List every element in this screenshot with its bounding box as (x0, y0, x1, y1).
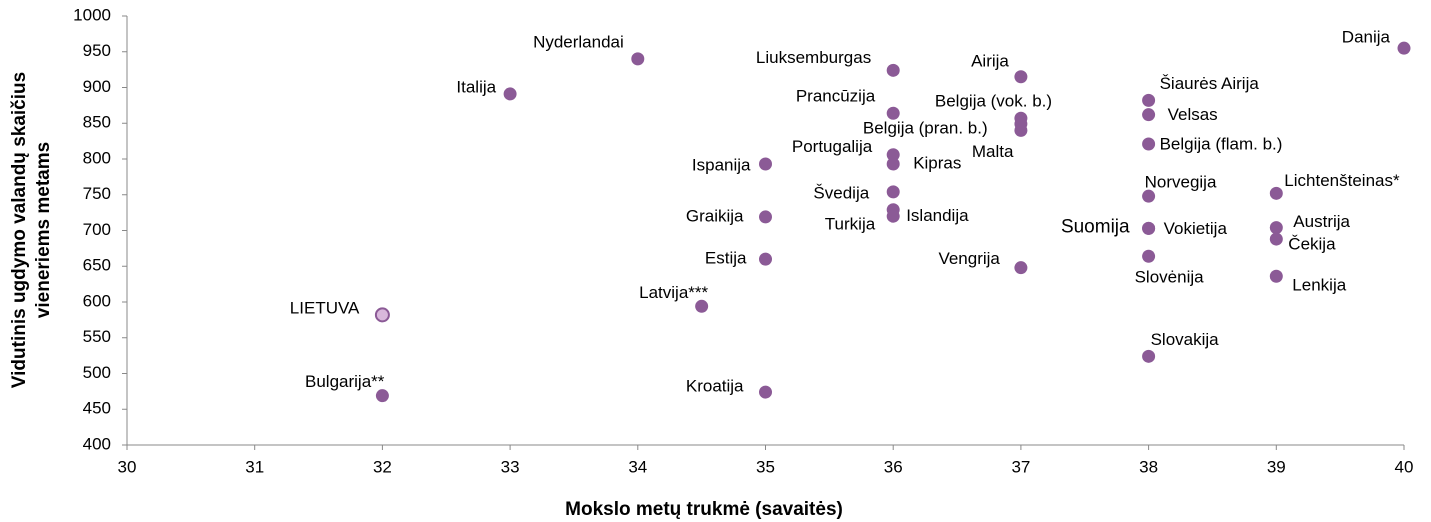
point-label: Danija (1342, 28, 1391, 47)
x-tick-label: 38 (1139, 457, 1158, 476)
point-label: Ispanija (692, 155, 751, 174)
point-label: Slovakija (1151, 330, 1220, 349)
point-label: Belgija (vok. b.) (935, 92, 1052, 111)
x-tick-label: 35 (756, 457, 775, 476)
point-label: Turkija (825, 215, 876, 234)
point (759, 210, 772, 224)
y-tick-label: 400 (83, 434, 111, 453)
x-tick-label: 30 (118, 457, 137, 476)
point (1142, 221, 1156, 235)
point-label: Malta (972, 142, 1014, 161)
point (503, 87, 517, 101)
point-label: Italija (456, 77, 496, 96)
y-tick-label: 1000 (73, 5, 111, 24)
point (1269, 232, 1283, 246)
point-label: LIETUVA (290, 298, 360, 317)
point (1142, 93, 1156, 107)
point-label: Belgija (flam. b.) (1160, 134, 1283, 153)
point (1142, 349, 1156, 363)
y-tick-label: 800 (83, 148, 111, 167)
point-label: Graikija (686, 206, 744, 225)
y-tick-label: 450 (83, 399, 111, 418)
point (1142, 108, 1156, 122)
point (631, 52, 645, 66)
x-tick-label: 31 (245, 457, 264, 476)
y-tick-label: 500 (83, 363, 111, 382)
point-label: Suomija (1061, 216, 1130, 237)
point (759, 157, 772, 171)
point (886, 148, 900, 162)
x-tick-label: 34 (628, 457, 647, 476)
point (1397, 41, 1411, 55)
point-label: Šiaurės Airija (1160, 74, 1260, 93)
y-tick-label: 950 (83, 41, 111, 60)
y-tick-label: 850 (83, 113, 111, 132)
point (1142, 137, 1156, 151)
point (1142, 249, 1156, 263)
point-label: Liuksemburgas (756, 48, 871, 67)
point-label: Lenkija (1292, 276, 1346, 295)
point-label: Velsas (1168, 105, 1218, 124)
point (886, 106, 900, 120)
point-label: Airija (971, 51, 1009, 70)
point (1014, 70, 1028, 84)
point-label: Estija (705, 249, 747, 268)
point-label: Vokietija (1164, 219, 1228, 238)
point-label: Kroatija (686, 377, 744, 396)
point (374, 307, 390, 323)
x-tick-label: 40 (1395, 457, 1414, 476)
y-axis-label: Vidutinis ugdymo valandų skaičius (9, 72, 30, 388)
point (1269, 269, 1283, 283)
point-label: Kipras (913, 153, 961, 172)
point-label: Bulgarija** (305, 372, 385, 391)
y-tick-label: 650 (83, 256, 111, 275)
point (886, 209, 900, 223)
point (886, 185, 900, 199)
point (886, 63, 900, 77)
point-label: Austrija (1293, 212, 1350, 231)
point-label: Belgija (pran. b.) (863, 118, 988, 137)
point-label: Čekija (1288, 235, 1336, 254)
x-tick-label: 36 (884, 457, 903, 476)
point (1269, 186, 1283, 200)
y-tick-label: 900 (83, 77, 111, 96)
point (1014, 123, 1028, 137)
point-label: Nyderlandai (533, 32, 624, 51)
y-axis-label: vieneriems metams (33, 142, 54, 318)
point (759, 385, 772, 399)
point-label: Latvija*** (639, 283, 708, 302)
point-label: Švedija (813, 183, 869, 202)
x-tick-label: 39 (1267, 457, 1286, 476)
x-tick-label: 37 (1011, 457, 1030, 476)
point-label: Vengrija (938, 249, 1000, 268)
point-label: Norvegija (1145, 173, 1217, 192)
y-tick-label: 600 (83, 291, 111, 310)
point (375, 389, 389, 403)
y-tick-label: 700 (83, 220, 111, 239)
point (1142, 189, 1156, 203)
point (1269, 221, 1283, 235)
point (1014, 261, 1028, 275)
x-axis-label: Mokslo metų trukmė (savaitės) (565, 499, 843, 520)
point (759, 252, 772, 266)
point-label: Slovėnija (1135, 268, 1205, 287)
point-label: Lichtenšteinas* (1284, 171, 1400, 190)
point-label: Prancūzija (796, 87, 876, 106)
y-tick-label: 550 (83, 327, 111, 346)
point (695, 299, 709, 313)
x-tick-label: 32 (373, 457, 392, 476)
point-label: Islandija (906, 206, 969, 225)
y-tick-label: 750 (83, 184, 111, 203)
point (886, 157, 900, 171)
x-tick-label: 33 (501, 457, 520, 476)
point-label: Portugalija (792, 137, 873, 156)
